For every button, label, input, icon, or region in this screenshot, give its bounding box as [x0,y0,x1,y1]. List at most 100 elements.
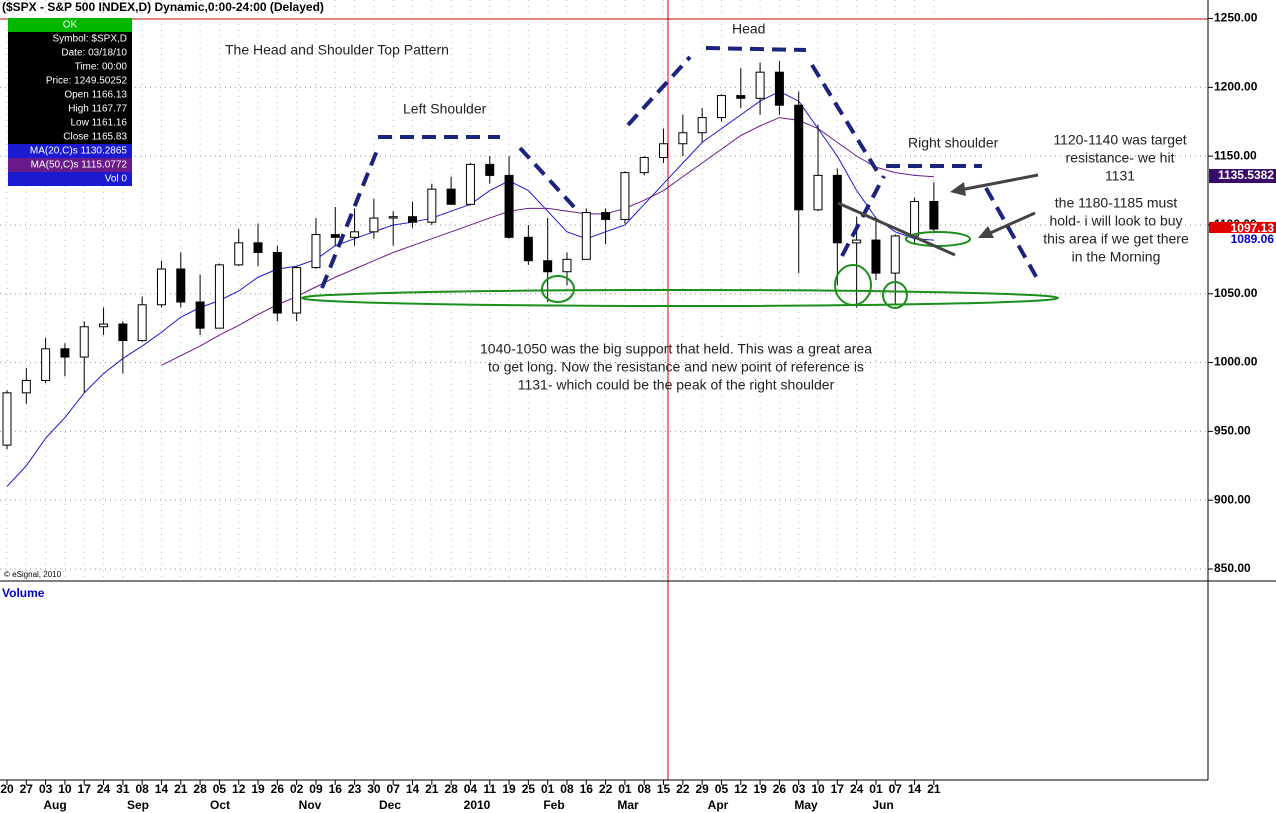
info-row: Date: 03/18/10 [61,48,127,59]
info-row: High 1167.77 [68,104,127,115]
info-row-bg [8,32,132,46]
x-tick-label: 22 [676,782,690,796]
candle-body [813,174,823,211]
x-tick-label: 08 [560,782,574,796]
x-tick-label: 01 [618,782,632,796]
annotation: 1131 [1105,168,1135,184]
candle-body [562,258,572,273]
x-tick-label: 29 [695,782,709,796]
x-tick-label: 10 [58,782,72,796]
price-tag: 1097.13 [1231,221,1275,235]
candle-body [736,95,746,99]
x-tick-label: 12 [734,782,748,796]
annotation: resistance- we hit [1066,150,1175,166]
candle-body [697,117,707,134]
candle-body [41,348,51,381]
x-tick-label: 17 [831,782,845,796]
month-label: Sep [127,798,149,812]
y-tick-label: 850.00 [1214,561,1251,575]
x-tick-label: 14 [908,782,922,796]
info-row: Price: 1249.50252 [46,76,128,87]
y-tick-label: 950.00 [1214,424,1251,438]
x-tick-label: 24 [97,782,111,796]
candle-body [79,326,89,358]
price-tag-bg [1209,169,1276,184]
x-tick-label: 21 [425,782,439,796]
x-tick-label: 12 [232,782,246,796]
info-row-bg [8,88,132,102]
candle-body [427,188,437,223]
candle-body [408,216,418,223]
info-row-bg [8,60,132,74]
candle-body [620,172,630,220]
x-tick-label: 14 [155,782,169,796]
x-tick-label: 05 [213,782,227,796]
candle-body [659,143,669,159]
month-label: Dec [379,798,401,812]
candle-body [639,157,649,174]
candle-body [311,234,321,269]
annotation: Left Shoulder [403,101,487,117]
annotation: hold- i will look to buy [1049,213,1182,229]
month-label: Mar [617,798,639,812]
volume-label: Volume [2,586,45,600]
x-tick-label: 26 [773,782,787,796]
x-tick-label: 21 [927,782,941,796]
candle-body [871,239,881,274]
x-tick-label: 24 [850,782,864,796]
annotation: the 1180-1185 must [1055,195,1178,211]
x-tick-label: 01 [869,782,883,796]
y-tick-label: 1250.00 [1214,11,1258,25]
candle-body [832,174,842,244]
x-tick-label: 31 [116,782,130,796]
info-row-bg [8,102,132,116]
candle-body [446,188,456,205]
y-tick-label: 900.00 [1214,492,1251,506]
info-row: Close 1165.83 [63,132,127,143]
x-tick-label: 07 [889,782,903,796]
pattern-lines [320,46,1040,289]
x-tick-label: 19 [753,782,767,796]
y-tick-label: 1000.00 [1214,355,1258,369]
x-tick-label: 27 [20,782,34,796]
x-tick-label: 03 [39,782,53,796]
candle-body [890,235,900,274]
candle-body [929,201,939,230]
candle-body [21,379,31,394]
info-row: Time: 00:00 [75,62,128,73]
info-row: Open 1166.13 [64,90,127,101]
x-tick-label: 25 [522,782,536,796]
x-tick-label: 05 [715,782,729,796]
month-label: Jun [872,798,893,812]
candle-body [330,234,340,238]
month-label: Aug [43,798,66,812]
x-tick-label: 07 [387,782,401,796]
candle-body [350,231,360,238]
x-tick-label: 28 [193,782,207,796]
month-label: Apr [708,798,729,812]
month-label: Feb [543,798,564,812]
annotation: 1120-1140 was target [1053,132,1186,148]
annotation: in the Morning [1072,249,1161,265]
x-tick-label: 11 [483,782,496,796]
candle-body [910,201,920,237]
info-row: Vol 0 [105,174,128,185]
x-tick-label: 28 [444,782,458,796]
price-tag-bg [1209,221,1276,236]
candle-body [601,212,611,220]
x-tick-label: 20 [0,782,14,796]
info-row-bg [8,158,132,172]
candle-body [465,163,475,205]
candle-body [234,242,244,266]
candle-body [176,268,186,303]
y-tick-label: 1150.00 [1214,148,1257,162]
candle-body [716,95,726,119]
x-tick-label: 09 [309,782,323,796]
candle-body [156,268,166,306]
info-row: OK [63,20,78,31]
copyright: © eSignal, 2010 [4,570,62,579]
info-row-bg [8,144,132,158]
x-tick-label: 22 [599,782,613,796]
